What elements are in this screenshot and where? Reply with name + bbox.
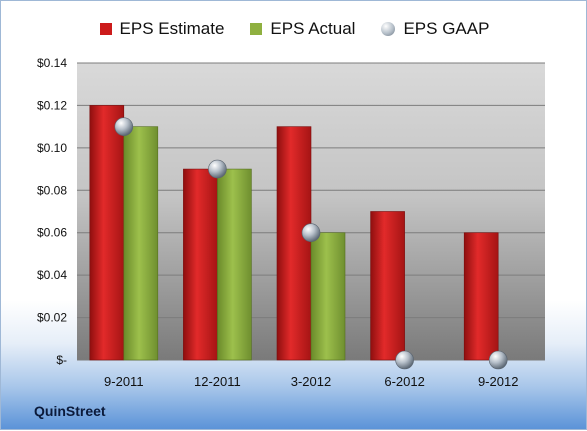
legend-label-gaap: EPS GAAP xyxy=(403,19,490,38)
legend-item-estimate: EPS Estimate xyxy=(99,19,225,39)
y-tick-label: $0.14 xyxy=(37,56,67,70)
bar-eps-estimate xyxy=(89,105,125,361)
x-tick-label: 9-2012 xyxy=(478,374,518,389)
y-axis: $- $0.02 $0.04 $0.06 $0.08 $0.10 $0.12 $0.14 xyxy=(37,56,67,367)
marker-eps-gaap xyxy=(208,159,227,179)
x-tick-label: 6-2012 xyxy=(384,374,424,389)
marker-eps-gaap xyxy=(301,223,321,243)
marker-eps-gaap xyxy=(488,350,508,370)
y-tick-label: $0.06 xyxy=(37,226,67,240)
bar-eps-actual xyxy=(217,168,252,361)
y-tick-label: $0.02 xyxy=(37,311,67,325)
y-tick-label: $0.10 xyxy=(37,141,67,155)
legend-swatch-gaap xyxy=(381,22,396,36)
bar-eps-actual xyxy=(310,232,346,361)
legend-item-gaap: EPS GAAP xyxy=(381,19,489,39)
y-tick-label: $0.12 xyxy=(37,98,67,112)
y-tick-label: $0.08 xyxy=(37,183,67,197)
bar-eps-estimate xyxy=(276,126,312,361)
bars xyxy=(89,105,499,361)
y-tick-label: $0.04 xyxy=(37,268,67,282)
legend-item-actual: EPS Actual xyxy=(250,19,355,39)
bar-eps-actual xyxy=(123,126,159,361)
bar-eps-estimate xyxy=(370,211,405,361)
x-tick-label: 12-2011 xyxy=(194,374,241,389)
bar-eps-estimate xyxy=(463,232,499,361)
y-tick-label: $- xyxy=(56,353,67,367)
legend-label-estimate: EPS Estimate xyxy=(119,19,225,38)
x-tick-label: 3-2012 xyxy=(291,374,331,389)
x-axis: 9-2011 12-2011 3-2012 6-2012 9-2012 xyxy=(104,374,518,389)
marker-eps-gaap xyxy=(395,350,414,370)
bar-eps-estimate xyxy=(183,168,218,361)
marker-eps-gaap xyxy=(114,117,134,136)
legend-swatch-actual xyxy=(250,23,263,35)
legend: EPS Estimate EPS Actual EPS GAAP xyxy=(1,17,587,41)
gaap-markers xyxy=(114,117,508,370)
legend-label-actual: EPS Actual xyxy=(270,19,356,38)
legend-swatch-estimate xyxy=(99,23,112,35)
company-name: QuinStreet xyxy=(34,403,106,419)
x-tick-label: 9-2011 xyxy=(104,374,144,389)
